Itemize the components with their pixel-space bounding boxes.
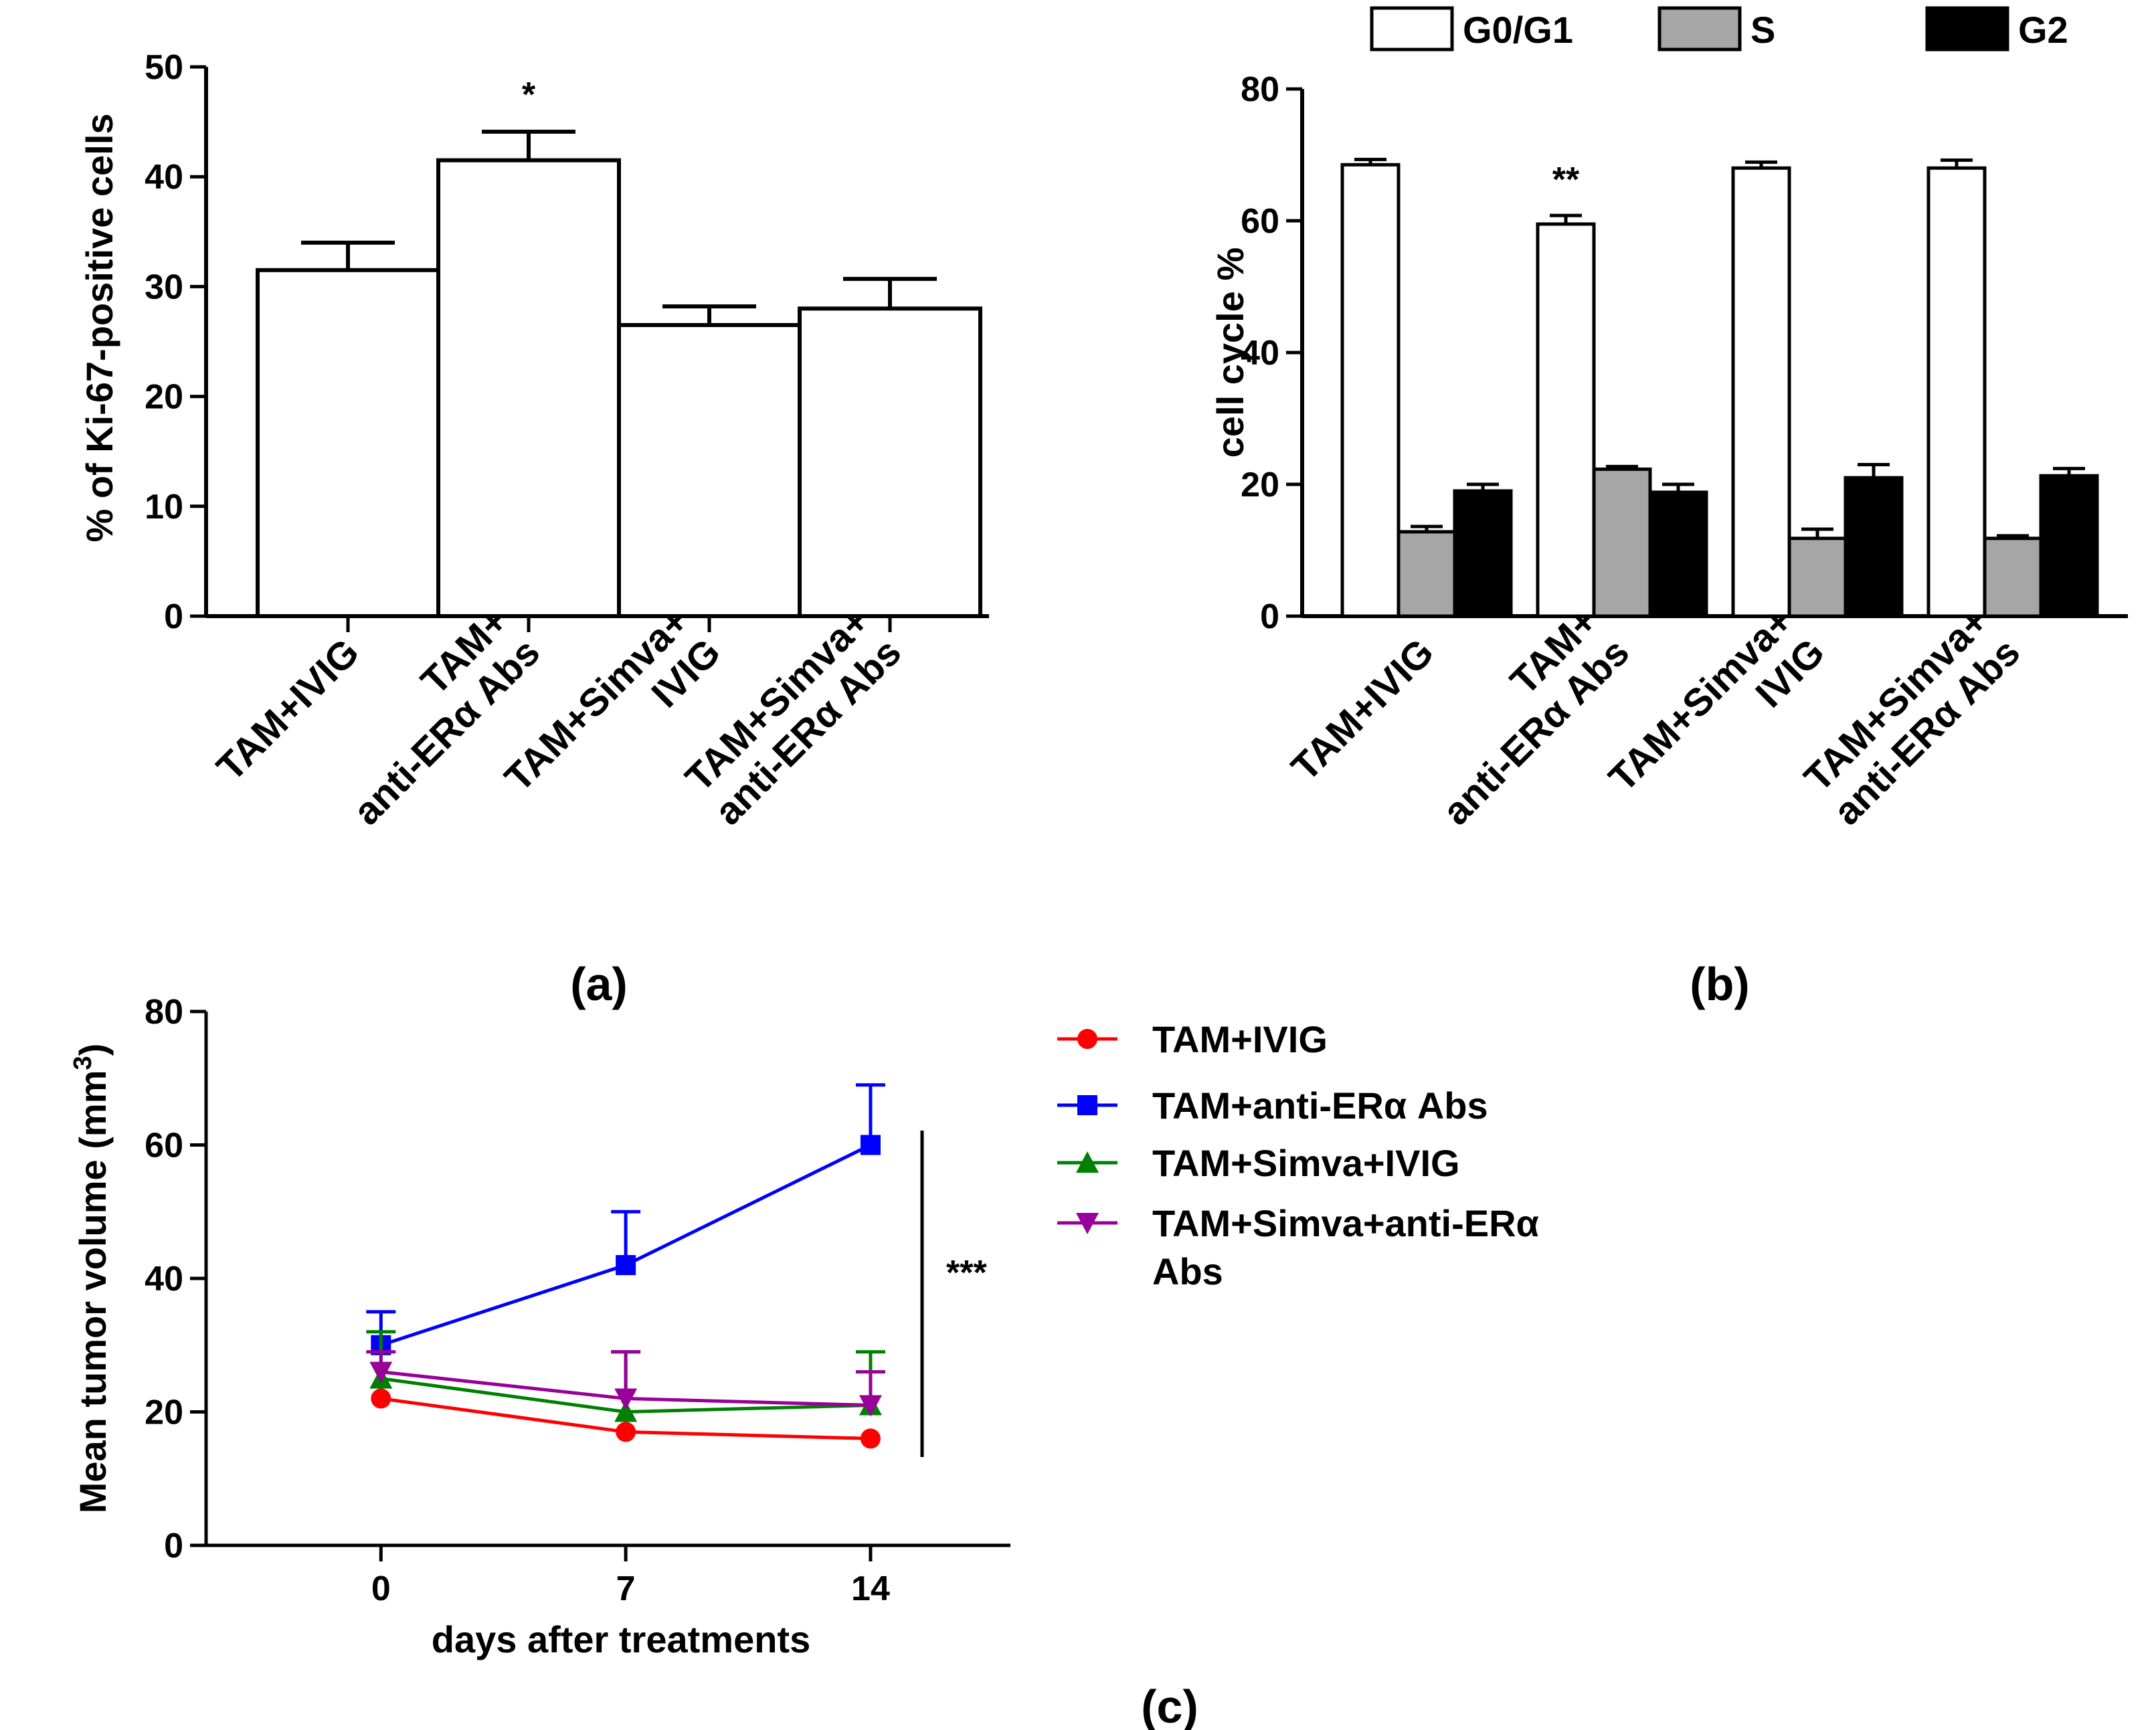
data-point-tam-ivig xyxy=(616,1422,636,1442)
panel-b-bar-s xyxy=(1397,530,1457,618)
panel-b-bar-g0-g1 xyxy=(1340,163,1401,618)
panel-a-y-tick-label: 10 xyxy=(145,488,183,526)
panel-b-bar-g0-g1 xyxy=(1731,166,1791,618)
legend-marker-tam-simva-anti-er xyxy=(1076,1213,1099,1234)
panel-b-bar-g0-g1 xyxy=(1536,222,1596,618)
panel-c-x-tick-label: 0 xyxy=(371,1569,391,1608)
panel-a-y-tick-label: 30 xyxy=(145,268,183,306)
panel-b-y-tick-label: 20 xyxy=(1241,466,1279,504)
panel-a-bar xyxy=(798,306,982,618)
data-point-tam-anti-er-abs xyxy=(860,1135,881,1155)
panel-b-bar-g0-g1 xyxy=(1926,166,1987,618)
panel-b-significance: ** xyxy=(1552,161,1580,199)
panel-c-y-tick-label: 20 xyxy=(145,1393,183,1432)
legend-label-tam-ivig: TAM+IVIG xyxy=(1152,1018,1328,1060)
panel-c-x-axis-label: days after treatments xyxy=(432,1618,810,1660)
panel-a-y-tick-label: 50 xyxy=(145,48,183,87)
panel-b-bar-g2 xyxy=(2039,474,2099,618)
panel-a-category-label: TAM+IVIG xyxy=(208,630,367,789)
panel-c-y-tick-label: 60 xyxy=(145,1127,183,1165)
significance-label: *** xyxy=(946,1254,987,1292)
panel-b-label: (b) xyxy=(1690,958,1749,1010)
panel-b-category-label: TAM+IVIG xyxy=(1283,630,1442,789)
panel-a-y-tick-label: 40 xyxy=(145,158,183,197)
panel-c-y-axis-label: Mean tumor volume (mm3) xyxy=(69,1044,114,1514)
panel-b-y-tick-label: 0 xyxy=(1260,597,1279,636)
panel-c-x-tick-label: 7 xyxy=(616,1569,636,1608)
panel-b-y-tick-label: 40 xyxy=(1241,334,1279,373)
legend-swatch-g2 xyxy=(1925,6,2009,52)
legend-label-tam-simva-ivig: TAM+Simva+IVIG xyxy=(1152,1142,1460,1184)
panel-a-bar xyxy=(256,268,440,618)
panel-a-bar xyxy=(617,322,802,618)
legend-label-g2: G2 xyxy=(2018,9,2068,51)
panel-b-bar-s xyxy=(1983,537,2043,618)
panel-c-chart: 0 20 40 60 80 0 7 14 *** TAM+IVIG TAM+anti-ERα A… xyxy=(69,993,1539,1660)
panel-a-label: (a) xyxy=(570,958,628,1010)
legend-label-tam-anti-er-abs: TAM+anti-ERα Abs xyxy=(1152,1084,1488,1127)
panel-a-bar xyxy=(436,158,621,618)
legend-label-tam-simva-anti-er: TAM+Simva+anti-ERα xyxy=(1152,1202,1539,1244)
data-point-tam-simva-anti-er xyxy=(859,1395,882,1417)
data-point-tam-simva-anti-er xyxy=(614,1388,638,1410)
panel-c-x-tick-label: 14 xyxy=(851,1569,890,1608)
panel-b-bar-g2 xyxy=(1453,489,1513,618)
panel-c-y-tick-label: 0 xyxy=(164,1527,183,1565)
legend-swatch-g0-g1 xyxy=(1370,6,1454,52)
data-point-tam-ivig xyxy=(371,1388,391,1409)
panel-b-bar-g2 xyxy=(1648,490,1708,618)
legend-swatch-s xyxy=(1657,6,1742,52)
panel-b-y-axis-label: cell cycle % xyxy=(1209,248,1251,458)
legend-label-s: S xyxy=(1750,9,1775,51)
data-point-tam-ivig xyxy=(860,1428,881,1449)
panel-c-label: (c) xyxy=(1141,1680,1198,1730)
data-point-tam-anti-er-abs xyxy=(616,1255,636,1276)
panel-c-y-tick-label: 80 xyxy=(145,993,183,1032)
panel-b-bar-g2 xyxy=(1844,476,1904,618)
panel-b-bar-s xyxy=(1787,537,1848,618)
panel-a-y-tick-label: 20 xyxy=(145,378,183,417)
panel-a-y-axis-label: % of Ki-67-positive cells xyxy=(78,113,120,542)
panel-c-y-tick-label: 40 xyxy=(145,1260,183,1299)
panel-b-y-tick-label: 60 xyxy=(1241,202,1279,241)
legend-marker-tam-anti-er-abs xyxy=(1077,1095,1097,1115)
panel-a-significance: * xyxy=(522,76,536,114)
panel-b-bar-s xyxy=(1592,467,1652,618)
data-point-tam-simva-anti-er xyxy=(369,1361,393,1383)
legend-label-g0-g1: G0/G1 xyxy=(1463,9,1573,51)
legend-marker-tam-ivig xyxy=(1077,1029,1097,1049)
legend-label-tam-simva-anti-er-line2: Abs xyxy=(1152,1250,1223,1292)
panel-b-y-tick-label: 80 xyxy=(1241,70,1279,109)
data-point-tam-simva-ivig xyxy=(614,1400,638,1422)
legend-marker-tam-simva-ivig xyxy=(1076,1151,1099,1173)
panel-a-y-tick-label: 0 xyxy=(164,597,183,636)
